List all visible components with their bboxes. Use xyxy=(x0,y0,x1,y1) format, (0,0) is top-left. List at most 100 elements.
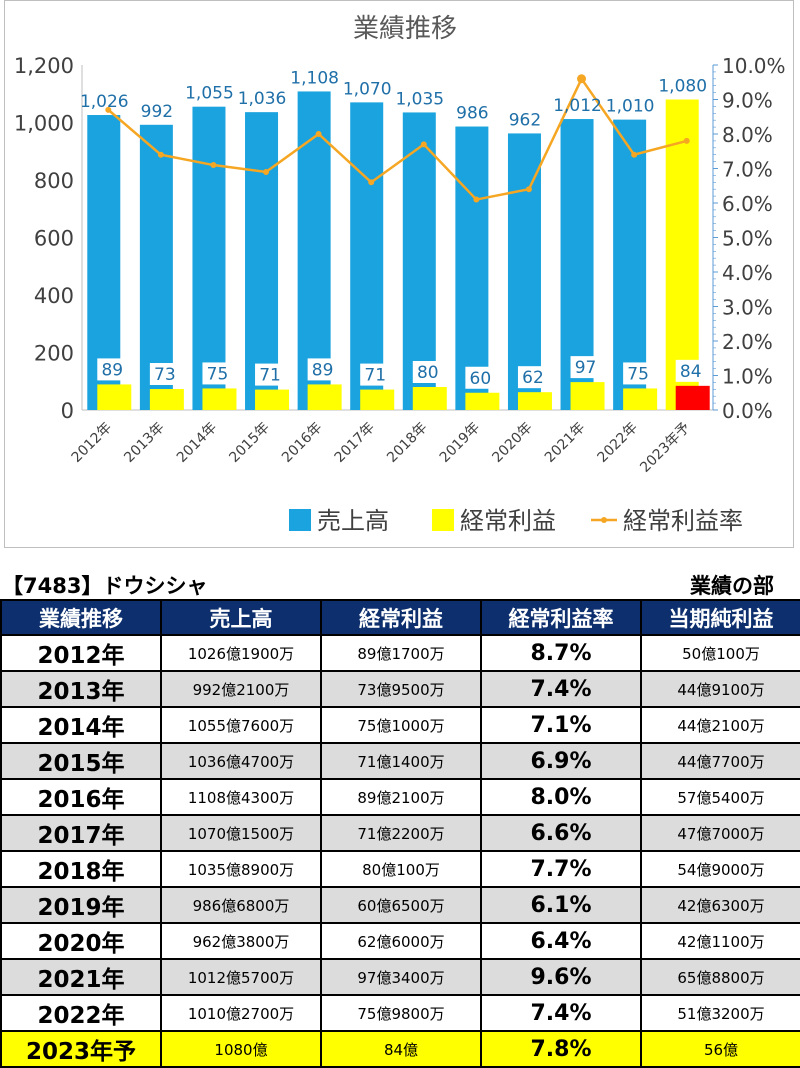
profit-label-box xyxy=(97,358,128,381)
profit-label-box xyxy=(202,362,233,385)
legend-sales-label: 売上高 xyxy=(317,507,389,535)
header-sales: 売上高 xyxy=(160,599,322,636)
section-label: 業績の部 xyxy=(690,574,774,598)
rate-line xyxy=(105,74,690,203)
row-profit-rate: 7.8% xyxy=(480,1030,642,1068)
row-profit-rate: 8.7% xyxy=(480,634,642,672)
legend: 売上高 経常利益 経常利益率 xyxy=(289,507,743,535)
row-sales: 1035億8900万 xyxy=(160,850,322,888)
row-net-profit: 56億 xyxy=(640,1030,800,1068)
header-period: 業績推移 xyxy=(0,599,162,636)
row-net-profit: 51億3200万 xyxy=(640,994,800,1032)
left-tick-label: 600 xyxy=(34,227,74,251)
row-net-profit: 42億1100万 xyxy=(640,922,800,960)
profit-label-box xyxy=(623,362,654,385)
row-net-profit: 57億5400万 xyxy=(640,778,800,816)
left-tick-label: 400 xyxy=(34,284,74,308)
table-row: 2017年 1070億1500万 71億2200万 6.6% 47億7000万 xyxy=(0,814,800,852)
row-net-profit: 44億7700万 xyxy=(640,742,800,780)
row-ordinary-profit: 89億2100万 xyxy=(320,778,482,816)
left-tick-label: 1,200 xyxy=(14,54,74,78)
sales-value-label: 1,070 xyxy=(343,79,392,99)
sales-value-label: 986 xyxy=(456,104,488,124)
table-row: 2023年予 1080億 84億 7.8% 56億 xyxy=(0,1030,800,1068)
row-ordinary-profit: 71億1400万 xyxy=(320,742,482,780)
row-year: 2023年予 xyxy=(0,1030,162,1068)
right-tick-label: 1.0% xyxy=(722,365,773,389)
table-row: 2019年 986億6800万 60億6500万 6.1% 42億6300万 xyxy=(0,886,800,924)
profit-bar xyxy=(202,388,237,410)
sales-value-label: 1,012 xyxy=(553,96,602,116)
table-header-row: 【7483】ドウシシャ 業績の部 xyxy=(0,566,800,598)
profit-bar xyxy=(465,392,500,410)
profit-bar xyxy=(517,392,552,410)
row-year: 2022年 xyxy=(0,994,162,1032)
header-ordinary-profit: 経常利益 xyxy=(320,599,482,636)
profit-value-label: 71 xyxy=(364,366,386,386)
row-sales: 1055億7600万 xyxy=(160,706,322,744)
sales-value-label: 1,080 xyxy=(658,77,707,97)
row-ordinary-profit: 73億9500万 xyxy=(320,670,482,708)
row-profit-rate: 7.1% xyxy=(480,706,642,744)
rate-point xyxy=(105,106,112,113)
profit-bar xyxy=(570,382,605,410)
table-row: 2013年 992億2100万 73億9500万 7.4% 44億9100万 xyxy=(0,670,800,708)
row-net-profit: 65億8800万 xyxy=(640,958,800,996)
table-row: 2016年 1108億4300万 89億2100万 8.0% 57億5400万 xyxy=(0,778,800,816)
right-tick-label: 2.0% xyxy=(722,330,773,354)
row-year: 2013年 xyxy=(0,670,162,708)
sales-value-label: 962 xyxy=(509,110,541,130)
right-tick-label: 4.0% xyxy=(722,261,773,285)
category-tick-label: 2023年予 xyxy=(637,420,693,476)
category-tick-label: 2018年 xyxy=(384,420,430,466)
category-tick-label: 2015年 xyxy=(226,420,272,466)
sales-value-label: 1,108 xyxy=(290,68,339,88)
profit-bar xyxy=(307,384,342,410)
profit-value-label: 89 xyxy=(101,360,123,380)
row-profit-rate: 9.6% xyxy=(480,958,642,996)
rate-point xyxy=(210,162,217,169)
sales-value-label: 1,026 xyxy=(80,92,129,112)
legend-rate-label: 経常利益率 xyxy=(623,507,743,535)
left-tick-label: 0 xyxy=(61,399,74,423)
sales-bar xyxy=(455,126,489,411)
sales-bar xyxy=(245,112,279,411)
profit-bar xyxy=(412,387,447,410)
profit-bar xyxy=(97,384,132,410)
row-profit-rate: 8.0% xyxy=(480,778,642,816)
profit-label-box xyxy=(517,366,548,389)
table-row: 2012年 1026億1900万 89億1700万 8.7% 50億100万 xyxy=(0,634,800,672)
profit-bar xyxy=(255,389,290,410)
row-net-profit: 54億9000万 xyxy=(640,850,800,888)
profit-value-label: 73 xyxy=(154,365,176,385)
profit-label-box xyxy=(465,366,496,389)
row-profit-rate: 6.6% xyxy=(480,814,642,852)
profit-label-box xyxy=(412,361,443,383)
row-year: 2021年 xyxy=(0,958,162,996)
row-sales: 1012億5700万 xyxy=(160,958,322,996)
sales-value-label: 1,036 xyxy=(238,89,287,109)
row-net-profit: 44億9100万 xyxy=(640,670,800,708)
sales-bar xyxy=(350,102,384,410)
table-row: 2014年 1055億7600万 75億1000万 7.1% 44億2100万 xyxy=(0,706,800,744)
row-year: 2014年 xyxy=(0,706,162,744)
right-tick-label: 6.0% xyxy=(722,192,773,216)
rate-point xyxy=(368,179,375,186)
row-year: 2018年 xyxy=(0,850,162,888)
sales-bar xyxy=(139,124,173,411)
category-tick-label: 2021年 xyxy=(542,420,588,466)
row-profit-rate: 7.4% xyxy=(480,994,642,1032)
table-body: 2012年 1026億1900万 89億1700万 8.7% 50億100万 2013年 9… xyxy=(0,634,800,1068)
rate-point xyxy=(683,137,690,144)
row-profit-rate: 6.1% xyxy=(480,886,642,924)
legend-profit-label: 経常利益 xyxy=(460,507,556,535)
chart-panel: 業績推移 0 200 400 600 800 1,000 1,200 0.0% 1.0% 2.0%… xyxy=(4,0,794,548)
sales-value-label: 992 xyxy=(141,102,173,122)
sales-bar xyxy=(402,112,436,410)
category-tick-label: 2020年 xyxy=(489,420,535,466)
company-label: 【7483】ドウシシャ xyxy=(2,574,208,598)
data-labels: 1,026 89 992 73 1,055 75 1,036 71 1,108 89 1,070 71… xyxy=(80,68,707,389)
row-net-profit: 47億7000万 xyxy=(640,814,800,852)
profit-label-box xyxy=(570,356,601,379)
profit-value-label: 71 xyxy=(259,366,281,386)
